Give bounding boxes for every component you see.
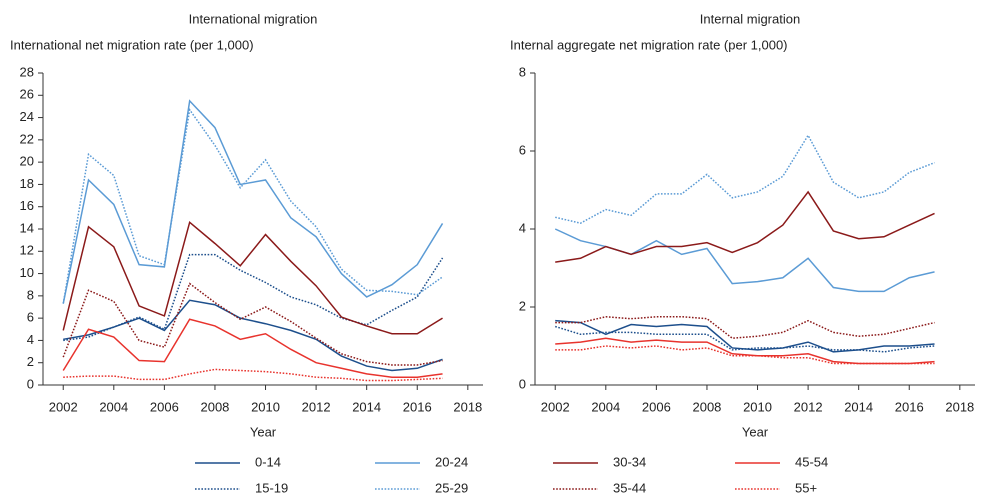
- y-tick-label: 22: [20, 131, 34, 146]
- y-tick-label: 0: [27, 376, 34, 391]
- y-tick-label: 24: [20, 109, 34, 124]
- legend-label: 35-44: [613, 480, 646, 495]
- legend-label: 30-34: [613, 454, 646, 469]
- series-line: [555, 337, 935, 365]
- y-tick-label: 0: [519, 376, 526, 391]
- x-tick-label: 2018: [945, 399, 974, 414]
- series-line: [62, 99, 444, 304]
- y-tick-label: 20: [20, 154, 34, 169]
- y-tick-label: 8: [519, 64, 526, 79]
- y-tick-label: 28: [20, 64, 34, 79]
- y-tick-label: 6: [27, 310, 34, 325]
- series-line: [62, 107, 443, 304]
- x-tick-label: 2006: [150, 399, 179, 414]
- x-tick-label: 2010: [743, 399, 772, 414]
- y-tick-label: 14: [20, 220, 34, 235]
- chart-title: International migration: [189, 11, 318, 26]
- y-axis-label: International net migration rate (per 1,…: [10, 37, 254, 52]
- x-axis-label: Year: [250, 424, 277, 439]
- legend-label: 20-24: [435, 454, 468, 469]
- y-tick-label: 2: [27, 354, 34, 369]
- series-line: [63, 368, 443, 382]
- series-line: [555, 133, 935, 224]
- y-tick-label: 18: [20, 176, 34, 191]
- y-tick-label: 4: [27, 332, 34, 347]
- x-tick-label: 2014: [844, 399, 873, 414]
- x-tick-label: 2016: [895, 399, 924, 414]
- x-tick-label: 2008: [692, 399, 721, 414]
- legend-label: 15-19: [255, 480, 288, 495]
- series-line: [62, 282, 443, 366]
- x-tick-label: 2002: [49, 399, 78, 414]
- series-line: [555, 319, 935, 353]
- x-tick-label: 2012: [302, 399, 331, 414]
- y-tick-label: 6: [519, 142, 526, 157]
- x-tick-label: 2004: [99, 399, 128, 414]
- x-axis-label: Year: [742, 424, 769, 439]
- x-tick-label: 2010: [251, 399, 280, 414]
- series-line: [554, 228, 935, 293]
- y-axis-label: Internal aggregate net migration rate (p…: [510, 37, 788, 52]
- x-tick-label: 2008: [200, 399, 229, 414]
- legend-label: 45-54: [795, 454, 828, 469]
- chart-title: Internal migration: [700, 11, 800, 26]
- legend-label: 55+: [795, 480, 817, 495]
- series-line: [555, 325, 935, 353]
- x-tick-label: 2012: [794, 399, 823, 414]
- x-tick-label: 2016: [403, 399, 432, 414]
- y-tick-label: 26: [20, 87, 34, 102]
- series-line: [63, 299, 443, 372]
- y-tick-label: 2: [519, 298, 526, 313]
- y-tick-label: 16: [20, 198, 34, 213]
- legend-label: 0-14: [255, 454, 281, 469]
- x-tick-label: 2014: [352, 399, 381, 414]
- legend-label: 25-29: [435, 480, 468, 495]
- x-tick-label: 2004: [591, 399, 620, 414]
- series-line: [62, 318, 443, 378]
- y-tick-label: 12: [20, 243, 34, 258]
- y-tick-label: 8: [27, 287, 34, 302]
- x-tick-label: 2006: [642, 399, 671, 414]
- series-line: [63, 253, 444, 342]
- x-tick-label: 2002: [541, 399, 570, 414]
- series-line: [62, 220, 443, 335]
- y-tick-label: 4: [519, 220, 526, 235]
- x-tick-label: 2018: [453, 399, 482, 414]
- series-line: [555, 190, 935, 263]
- series-line: [555, 315, 935, 339]
- y-tick-label: 10: [20, 265, 34, 280]
